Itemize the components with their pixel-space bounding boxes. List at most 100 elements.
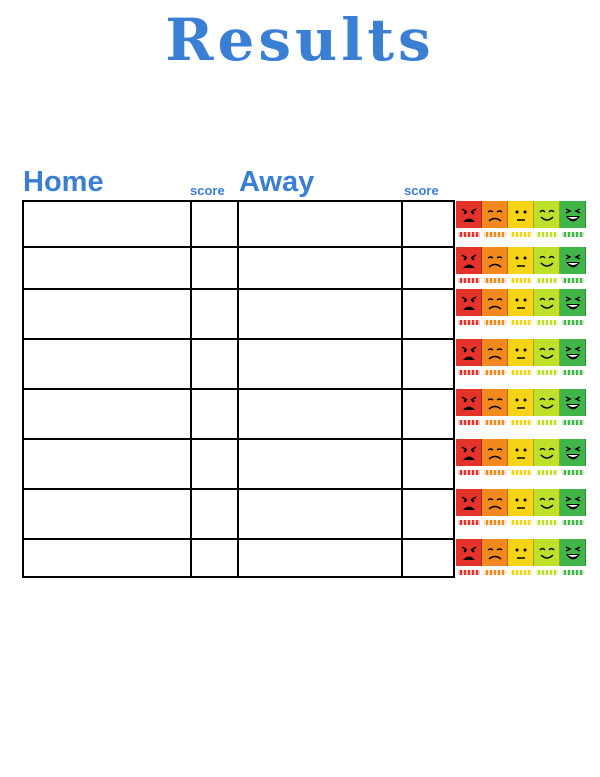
home-score-cell[interactable] — [190, 438, 239, 490]
neutral-face-icon[interactable] — [508, 489, 534, 516]
neutral-face-icon[interactable] — [508, 201, 534, 228]
rating-label — [536, 570, 558, 575]
rating-scale — [456, 339, 588, 389]
away-team-cell[interactable] — [236, 538, 404, 578]
rating-scale — [456, 247, 588, 297]
angry-face-icon[interactable] — [456, 339, 482, 366]
away-score-cell[interactable] — [401, 438, 455, 490]
sad-face-icon[interactable] — [482, 389, 508, 416]
rating-label — [536, 278, 558, 283]
neutral-face-icon[interactable] — [508, 247, 534, 274]
away-team-cell[interactable] — [236, 338, 404, 390]
smile-face-icon[interactable] — [534, 489, 560, 516]
laughing-face-icon[interactable] — [560, 439, 586, 466]
away-score-column-header: score — [404, 183, 439, 198]
rating-label — [484, 278, 506, 283]
home-team-cell[interactable] — [21, 288, 193, 340]
away-score-cell[interactable] — [401, 246, 455, 290]
angry-face-icon[interactable] — [456, 489, 482, 516]
sad-face-icon[interactable] — [482, 539, 508, 566]
home-team-cell[interactable] — [21, 200, 193, 248]
rating-label — [484, 420, 506, 425]
rating-label — [510, 470, 532, 475]
neutral-face-icon[interactable] — [508, 389, 534, 416]
away-score-cell[interactable] — [401, 338, 455, 390]
laughing-face-icon[interactable] — [560, 289, 586, 316]
home-score-cell[interactable] — [190, 338, 239, 390]
laughing-face-icon[interactable] — [560, 489, 586, 516]
smile-face-icon[interactable] — [534, 289, 560, 316]
angry-face-icon[interactable] — [456, 539, 482, 566]
away-score-cell[interactable] — [401, 288, 455, 340]
smile-face-icon[interactable] — [534, 439, 560, 466]
smile-face-icon[interactable] — [534, 539, 560, 566]
away-team-cell[interactable] — [236, 200, 404, 248]
away-score-cell[interactable] — [401, 538, 455, 578]
rating-scale — [456, 439, 588, 489]
laughing-face-icon[interactable] — [560, 389, 586, 416]
laughing-face-icon[interactable] — [560, 201, 586, 228]
rating-label — [484, 370, 506, 375]
away-team-cell[interactable] — [236, 488, 404, 540]
rating-label — [458, 320, 480, 325]
rating-label — [536, 470, 558, 475]
rating-label — [484, 470, 506, 475]
home-team-cell[interactable] — [21, 538, 193, 578]
sad-face-icon[interactable] — [482, 247, 508, 274]
rating-label — [562, 320, 584, 325]
home-team-cell[interactable] — [21, 246, 193, 290]
rating-scale — [456, 389, 588, 439]
home-score-cell[interactable] — [190, 488, 239, 540]
home-score-cell[interactable] — [190, 388, 239, 440]
sad-face-icon[interactable] — [482, 289, 508, 316]
smile-face-icon[interactable] — [534, 389, 560, 416]
laughing-face-icon[interactable] — [560, 339, 586, 366]
neutral-face-icon[interactable] — [508, 339, 534, 366]
rating-label — [510, 570, 532, 575]
angry-face-icon[interactable] — [456, 389, 482, 416]
smile-face-icon[interactable] — [534, 247, 560, 274]
rating-label — [562, 232, 584, 237]
rating-label — [510, 370, 532, 375]
sad-face-icon[interactable] — [482, 489, 508, 516]
sad-face-icon[interactable] — [482, 201, 508, 228]
rating-scale — [456, 539, 588, 589]
laughing-face-icon[interactable] — [560, 247, 586, 274]
home-team-cell[interactable] — [21, 488, 193, 540]
away-team-cell[interactable] — [236, 438, 404, 490]
neutral-face-icon[interactable] — [508, 539, 534, 566]
rating-label — [562, 570, 584, 575]
home-score-cell[interactable] — [190, 200, 239, 248]
neutral-face-icon[interactable] — [508, 289, 534, 316]
rating-label — [536, 232, 558, 237]
angry-face-icon[interactable] — [456, 289, 482, 316]
away-score-cell[interactable] — [401, 388, 455, 440]
away-team-cell[interactable] — [236, 388, 404, 440]
rating-scale — [456, 201, 588, 251]
away-team-cell[interactable] — [236, 246, 404, 290]
rating-label — [484, 520, 506, 525]
sad-face-icon[interactable] — [482, 439, 508, 466]
away-team-cell[interactable] — [236, 288, 404, 340]
sad-face-icon[interactable] — [482, 339, 508, 366]
angry-face-icon[interactable] — [456, 439, 482, 466]
away-score-cell[interactable] — [401, 200, 455, 248]
result-row — [21, 246, 455, 290]
angry-face-icon[interactable] — [456, 247, 482, 274]
away-score-cell[interactable] — [401, 488, 455, 540]
home-score-cell[interactable] — [190, 288, 239, 340]
smile-face-icon[interactable] — [534, 201, 560, 228]
home-team-cell[interactable] — [21, 438, 193, 490]
home-score-cell[interactable] — [190, 246, 239, 290]
rating-label — [510, 278, 532, 283]
result-row — [21, 288, 455, 340]
smile-face-icon[interactable] — [534, 339, 560, 366]
angry-face-icon[interactable] — [456, 201, 482, 228]
home-score-column-header: score — [190, 183, 225, 198]
result-row — [21, 200, 455, 248]
home-score-cell[interactable] — [190, 538, 239, 578]
neutral-face-icon[interactable] — [508, 439, 534, 466]
home-team-cell[interactable] — [21, 388, 193, 440]
laughing-face-icon[interactable] — [560, 539, 586, 566]
home-team-cell[interactable] — [21, 338, 193, 390]
